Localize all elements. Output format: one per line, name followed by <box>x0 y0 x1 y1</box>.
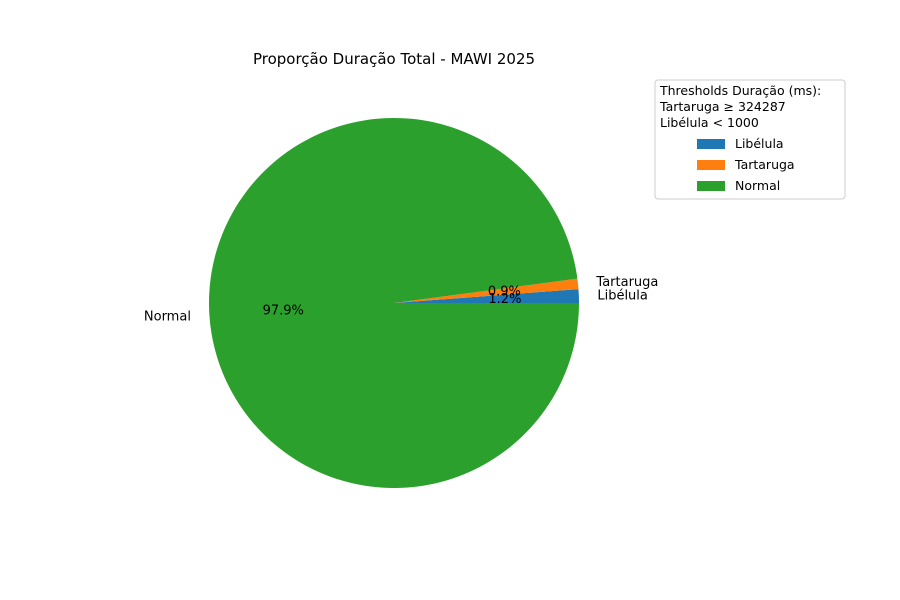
legend-swatch-tartaruga <box>697 160 725 170</box>
legend-title-line-3: Libélula < 1000 <box>660 115 759 130</box>
chart-title: Proporção Duração Total - MAWI 2025 <box>253 50 535 68</box>
slice-label-libélula: Libélula <box>597 288 648 303</box>
slice-pct-normal: 97.9% <box>263 303 304 318</box>
slice-pct-libélula: 1.2% <box>488 292 521 307</box>
legend-swatch-normal <box>697 181 725 191</box>
legend-entries: Libélula Tartaruga Normal <box>697 136 795 193</box>
pie-slice-tartaruga <box>394 278 579 303</box>
legend-label-tartaruga: Tartaruga <box>734 157 795 172</box>
pie-labels: Libélula 1.2% Tartaruga 0.9% Normal 97.9% <box>144 275 658 324</box>
legend-swatch-libélula <box>697 139 725 149</box>
legend-title-line-2: Tartaruga ≥ 324287 <box>659 99 786 114</box>
legend: Thresholds Duração (ms): Tartaruga ≥ 324… <box>654 79 846 200</box>
pie-slice-libélula <box>394 289 579 303</box>
legend-label-libélula: Libélula <box>735 136 784 151</box>
slice-label-normal: Normal <box>144 309 191 324</box>
legend-label-normal: Normal <box>735 178 780 193</box>
pie-slices <box>208 117 579 488</box>
pie-slice-normal <box>208 117 579 488</box>
slice-label-tartaruga: Tartaruga <box>595 275 658 290</box>
legend-title-line-1: Thresholds Duração (ms): <box>659 83 821 98</box>
slice-pct-tartaruga: 0.9% <box>488 285 521 300</box>
